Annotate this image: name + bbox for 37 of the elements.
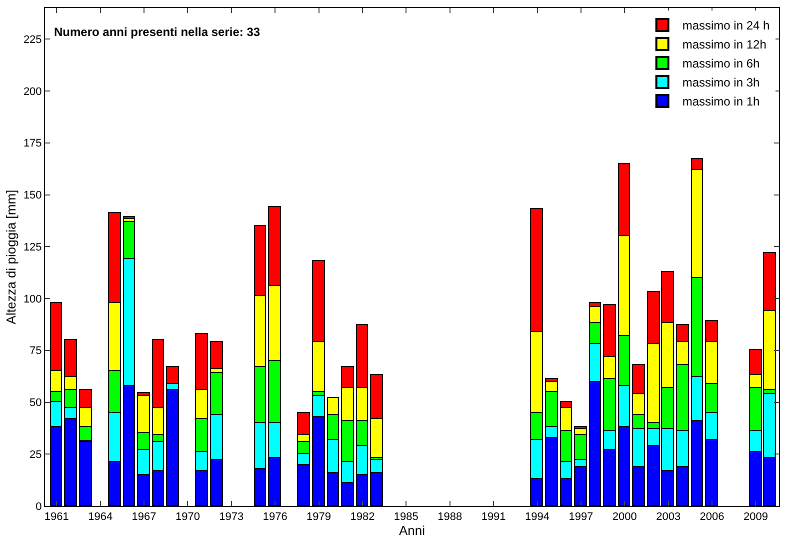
legend-label: massimo in 24 h bbox=[682, 18, 770, 33]
legend-label: massimo in 6h bbox=[682, 56, 760, 71]
x-tick-label: 1967 bbox=[132, 511, 156, 524]
y-tick-label: 200 bbox=[23, 86, 42, 98]
y-tick-label: 75 bbox=[30, 345, 42, 358]
y-tick-label: 25 bbox=[30, 448, 42, 461]
legend-label: massimo in 12h bbox=[682, 38, 766, 52]
x-tick-label: 1970 bbox=[175, 511, 200, 524]
x-tick-label: 1997 bbox=[568, 511, 594, 524]
x-tick-label: 1994 bbox=[525, 511, 550, 524]
x-tick-label: 2009 bbox=[743, 511, 768, 524]
y-tick-label: 0 bbox=[36, 500, 42, 513]
x-tick-label: 1988 bbox=[438, 511, 462, 524]
legend-label: massimo in 3h bbox=[682, 76, 760, 90]
x-tick-label: 1991 bbox=[481, 511, 506, 524]
bar bbox=[123, 216, 135, 219]
x-tick-label: 1982 bbox=[350, 511, 375, 524]
y-tick-label: 175 bbox=[23, 138, 42, 150]
legend-label: massimo in 1h bbox=[682, 94, 760, 109]
x-tick-label: 1976 bbox=[262, 511, 288, 524]
x-tick-label: 1964 bbox=[88, 511, 113, 524]
x-tick-label: 1979 bbox=[306, 511, 332, 524]
y-axis-title: Altezza di pioggia [mm] bbox=[3, 190, 18, 324]
annotation: Numero anni presenti nella serie: 33 bbox=[54, 25, 260, 39]
y-tick-label: 100 bbox=[23, 293, 42, 306]
x-axis-title: Anni bbox=[398, 523, 426, 538]
x-tick-label: 1961 bbox=[44, 511, 69, 524]
bar bbox=[210, 341, 223, 369]
y-tick-label: 50 bbox=[30, 397, 42, 410]
x-tick-label: 1985 bbox=[394, 511, 418, 524]
x-tick-label: 2003 bbox=[656, 511, 681, 524]
y-tick-label: 125 bbox=[23, 241, 42, 254]
x-tick-label: 2006 bbox=[700, 511, 724, 524]
y-tick-label: 225 bbox=[23, 34, 42, 46]
x-tick-label: 1973 bbox=[219, 511, 244, 524]
x-tick-label: 2000 bbox=[612, 511, 637, 524]
y-tick-label: 150 bbox=[23, 190, 42, 202]
